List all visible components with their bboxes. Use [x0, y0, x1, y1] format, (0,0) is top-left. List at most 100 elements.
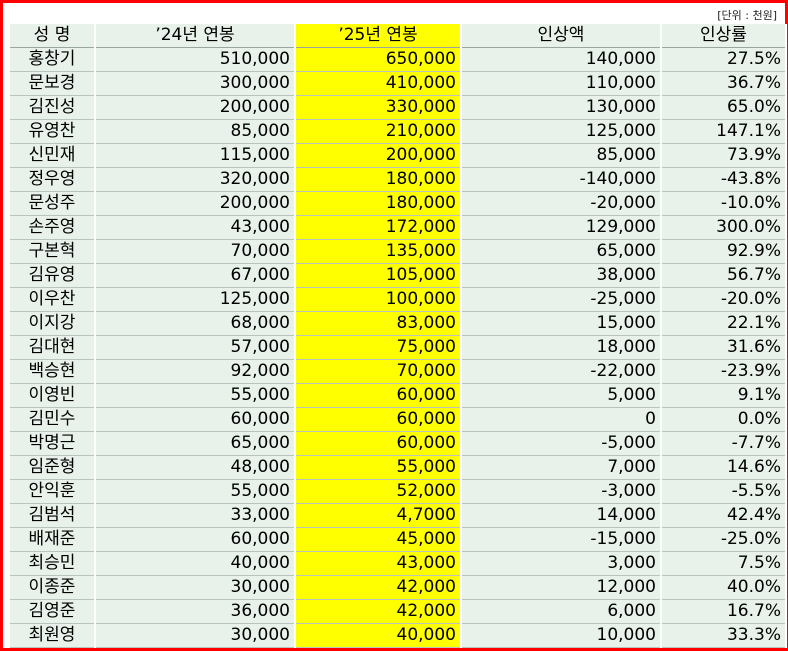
- raise-amount-cell: -5,000: [461, 431, 662, 456]
- salary-2025-cell: 60,000: [295, 383, 462, 408]
- salary-2025-cell: 100,000: [295, 287, 462, 312]
- salary-2024-cell: 43,000: [95, 215, 296, 240]
- salary-2025-cell: 180,000: [295, 167, 462, 192]
- salary-2024-cell: 92,000: [95, 359, 296, 384]
- name-cell: 최원영: [10, 623, 96, 648]
- table-row: 이지강 68,000 83,000 15,000 22.1%: [10, 311, 787, 336]
- raise-amount-cell: 7,000: [461, 455, 662, 480]
- salary-2025-cell: 43,000: [295, 551, 462, 576]
- salary-2024-cell: 33,000: [95, 503, 296, 528]
- name-cell: 백승현: [10, 359, 96, 384]
- salary-2024-cell: 67,000: [95, 263, 296, 288]
- raise-rate-cell: 31.6%: [661, 335, 787, 360]
- raise-amount-cell: 10,000: [461, 623, 662, 648]
- table-row: 구본혁 70,000 135,000 65,000 92.9%: [10, 239, 787, 264]
- salary-2025-cell: 55,000: [295, 455, 462, 480]
- table-row: 이종준 30,000 42,000 12,000 40.0%: [10, 575, 787, 600]
- table-row: 유영찬 85,000 210,000 125,000 147.1%: [10, 119, 787, 144]
- name-cell: 손주영: [10, 215, 96, 240]
- table-row: 박명근 65,000 60,000 -5,000 -7.7%: [10, 431, 787, 456]
- header-raise-amount: 인상액: [461, 24, 662, 48]
- table-row: 문성주 200,000 180,000 -20,000 -10.0%: [10, 191, 787, 216]
- table-row: 문보경 300,000 410,000 110,000 36.7%: [10, 71, 787, 96]
- salary-2025-cell: 83,000: [295, 311, 462, 336]
- raise-rate-cell: -25.0%: [661, 527, 787, 552]
- raise-rate-cell: -23.9%: [661, 359, 787, 384]
- raise-amount-cell: 65,000: [461, 239, 662, 264]
- name-cell: 배재준: [10, 527, 96, 552]
- header-name: 성 명: [10, 24, 96, 48]
- table-row: 김진성 200,000 330,000 130,000 65.0%: [10, 95, 787, 120]
- raise-rate-cell: 73.9%: [661, 143, 787, 168]
- salary-2024-cell: 85,000: [95, 119, 296, 144]
- raise-amount-cell: -20,000: [461, 191, 662, 216]
- table-row: 김유영 67,000 105,000 38,000 56.7%: [10, 263, 787, 288]
- raise-amount-cell: -15,000: [461, 527, 662, 552]
- salary-2025-cell: 75,000: [295, 335, 462, 360]
- name-cell: 유영찬: [10, 119, 96, 144]
- name-cell: 문성주: [10, 191, 96, 216]
- name-cell: 구본혁: [10, 239, 96, 264]
- raise-amount-cell: 38,000: [461, 263, 662, 288]
- table-row: 안익훈 55,000 52,000 -3,000 -5.5%: [10, 479, 787, 504]
- raise-rate-cell: -7.7%: [661, 431, 787, 456]
- salary-2024-cell: 55,000: [95, 383, 296, 408]
- salary-2024-cell: 36,000: [95, 599, 296, 624]
- table-row: 이영빈 55,000 60,000 5,000 9.1%: [10, 383, 787, 408]
- name-cell: 이우찬: [10, 287, 96, 312]
- name-cell: 이지강: [10, 311, 96, 336]
- raise-amount-cell: 130,000: [461, 95, 662, 120]
- table-row: 김범석 33,000 4,7000 14,000 42.4%: [10, 503, 787, 528]
- raise-rate-cell: 36.7%: [661, 71, 787, 96]
- raise-rate-cell: 9.1%: [661, 383, 787, 408]
- table-row: 신민재 115,000 200,000 85,000 73.9%: [10, 143, 787, 168]
- salary-2024-cell: 200,000: [95, 191, 296, 216]
- salary-2024-cell: 200,000: [95, 95, 296, 120]
- name-cell: 김민수: [10, 407, 96, 432]
- table-row: 백승현 92,000 70,000 -22,000 -23.9%: [10, 359, 787, 384]
- unit-note: [단위 : 천원]: [717, 9, 777, 22]
- raise-amount-cell: 12,000: [461, 575, 662, 600]
- salary-2025-cell: 135,000: [295, 239, 462, 264]
- raise-rate-cell: 22.1%: [661, 311, 787, 336]
- salary-2025-cell: 172,000: [295, 215, 462, 240]
- header-salary-2024: ’24년 연봉: [95, 24, 296, 48]
- salary-2025-cell: 180,000: [295, 191, 462, 216]
- raise-amount-cell: 85,000: [461, 143, 662, 168]
- raise-rate-cell: 0.0%: [661, 407, 787, 432]
- raise-rate-cell: 40.0%: [661, 575, 787, 600]
- name-cell: 안익훈: [10, 479, 96, 504]
- salary-table: 성 명 ’24년 연봉 ’25년 연봉 인상액 인상률 홍창기 510,000 65…: [10, 24, 787, 648]
- salary-2024-cell: 65,000: [95, 431, 296, 456]
- raise-rate-cell: -43.8%: [661, 167, 787, 192]
- raise-amount-cell: -3,000: [461, 479, 662, 504]
- raise-rate-cell: 65.0%: [661, 95, 787, 120]
- name-cell: 문보경: [10, 71, 96, 96]
- raise-rate-cell: 33.3%: [661, 623, 787, 648]
- raise-rate-cell: -10.0%: [661, 191, 787, 216]
- salary-2024-cell: 115,000: [95, 143, 296, 168]
- raise-amount-cell: 14,000: [461, 503, 662, 528]
- salary-2024-cell: 510,000: [95, 47, 296, 72]
- raise-amount-cell: 110,000: [461, 71, 662, 96]
- table-row: 홍창기 510,000 650,000 140,000 27.5%: [10, 47, 787, 72]
- raise-rate-cell: 7.5%: [661, 551, 787, 576]
- salary-2024-cell: 320,000: [95, 167, 296, 192]
- raise-rate-cell: -20.0%: [661, 287, 787, 312]
- name-cell: 이영빈: [10, 383, 96, 408]
- raise-amount-cell: -25,000: [461, 287, 662, 312]
- raise-amount-cell: 140,000: [461, 47, 662, 72]
- salary-2024-cell: 30,000: [95, 623, 296, 648]
- name-cell: 최승민: [10, 551, 96, 576]
- header-salary-2025: ’25년 연봉: [295, 24, 462, 48]
- name-cell: 임준형: [10, 455, 96, 480]
- salary-2025-cell: 410,000: [295, 71, 462, 96]
- name-cell: 홍창기: [10, 47, 96, 72]
- raise-amount-cell: -22,000: [461, 359, 662, 384]
- salary-2025-cell: 105,000: [295, 263, 462, 288]
- name-cell: 이종준: [10, 575, 96, 600]
- table-row: 김영준 36,000 42,000 6,000 16.7%: [10, 599, 787, 624]
- table-row: 김대현 57,000 75,000 18,000 31.6%: [10, 335, 787, 360]
- table-row: 손주영 43,000 172,000 129,000 300.0%: [10, 215, 787, 240]
